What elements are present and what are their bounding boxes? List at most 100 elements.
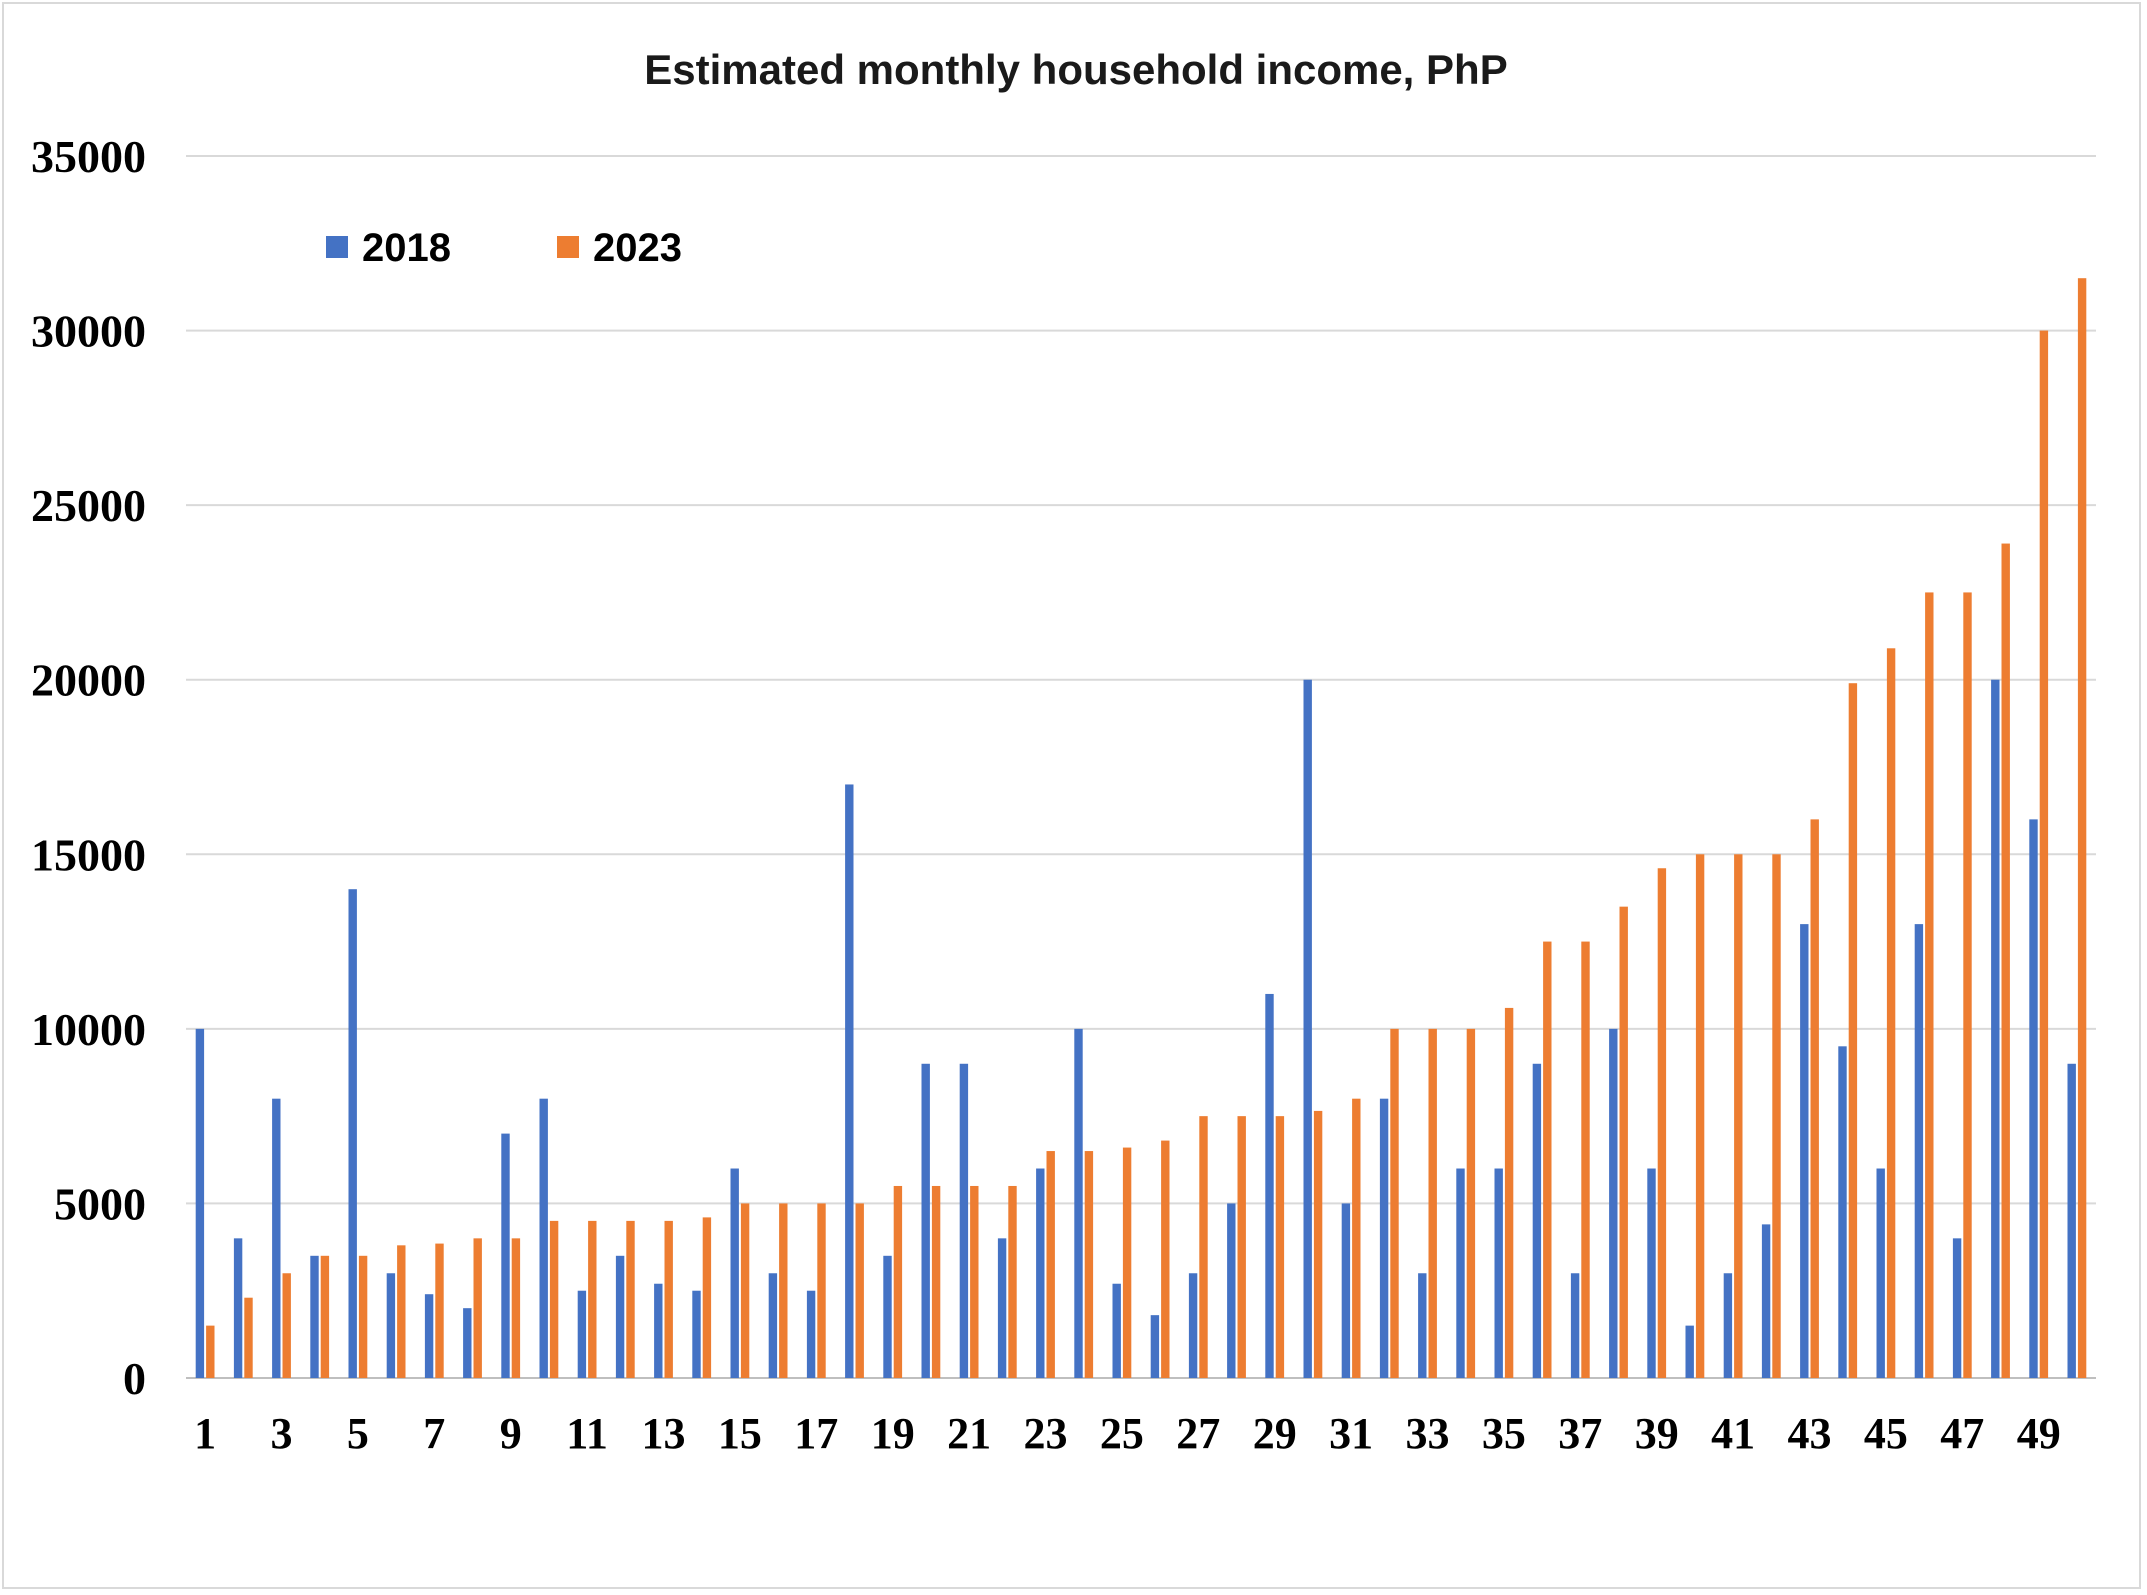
y-tick-label: 35000 <box>31 131 146 182</box>
x-tick-label: 29 <box>1253 1409 1297 1458</box>
bar-2023-50 <box>2077 278 2087 1379</box>
bar-2018-36 <box>1532 1063 1542 1378</box>
bar-2023-21 <box>970 1185 979 1378</box>
y-axis-tick-labels: 0 5000 10000 15000 20000 25000 30000 35000 <box>31 131 146 1404</box>
bar-2023-28 <box>1237 1116 1246 1378</box>
bar-2018-28 <box>1227 1203 1236 1378</box>
bar-2018-8 <box>463 1308 472 1378</box>
y-tick-label: 0 <box>123 1353 146 1404</box>
bar-2018-46 <box>1914 924 1924 1378</box>
x-tick-label: 11 <box>566 1409 608 1458</box>
bar-2018-30 <box>1303 679 1312 1378</box>
bar-2018-49 <box>2029 819 2038 1378</box>
x-axis-tick-labels: 1 3 5 7 9 11 13 15 17 19 21 23 25 27 29 31 33 35 37 39 41 43 4… <box>194 1409 2061 1458</box>
bar-2018-16 <box>768 1273 778 1378</box>
x-tick-label: 13 <box>642 1409 686 1458</box>
bar-2023-2 <box>244 1297 253 1378</box>
bar-2018-39 <box>1647 1168 1656 1378</box>
bar-2023-16 <box>779 1203 788 1378</box>
bar-2018-19 <box>883 1255 892 1378</box>
x-tick-label: 35 <box>1482 1409 1526 1458</box>
x-tick-label: 37 <box>1558 1409 1602 1458</box>
y-tick-label: 15000 <box>31 829 146 880</box>
x-tick-label: 21 <box>947 1409 991 1458</box>
bar-2023-10 <box>549 1220 559 1378</box>
bar-2018-5 <box>348 889 357 1378</box>
legend-item-2023: 2023 <box>557 226 682 270</box>
legend-item-2018: 2018 <box>326 226 451 270</box>
legend-swatch-2023 <box>557 236 579 258</box>
x-tick-label: 33 <box>1406 1409 1450 1458</box>
bar-2018-35 <box>1494 1168 1503 1378</box>
bar-2018-15 <box>730 1168 739 1378</box>
bar-2018-29 <box>1265 993 1274 1378</box>
bar-2023-11 <box>588 1220 597 1378</box>
bar-2023-27 <box>1199 1116 1208 1378</box>
x-tick-label: 43 <box>1788 1409 1832 1458</box>
bar-2023-9 <box>511 1238 521 1378</box>
x-tick-label: 47 <box>1940 1409 1984 1458</box>
bar-2018-24 <box>1074 1028 1083 1378</box>
bar-2018-25 <box>1112 1283 1121 1378</box>
bar-2018-41 <box>1723 1273 1733 1378</box>
bar-2023-25 <box>1122 1147 1132 1378</box>
bar-2018-18 <box>845 784 854 1378</box>
legend: 2018 2023 <box>326 226 682 270</box>
bar-2023-30 <box>1313 1110 1323 1378</box>
bar-2023-31 <box>1352 1098 1361 1378</box>
x-tick-label: 49 <box>2017 1409 2061 1458</box>
bar-2018-10 <box>539 1098 548 1378</box>
x-tick-label: 5 <box>347 1409 369 1458</box>
legend-label: 2023 <box>593 226 682 270</box>
bar-2018-14 <box>692 1290 701 1378</box>
bar-2018-40 <box>1685 1325 1694 1378</box>
bar-2023-32 <box>1390 1028 1399 1378</box>
bar-2023-5 <box>358 1255 368 1378</box>
bar-2023-17 <box>817 1203 826 1378</box>
x-tick-label: 31 <box>1329 1409 1373 1458</box>
y-tick-label: 5000 <box>54 1178 146 1229</box>
bar-2018-6 <box>386 1273 396 1378</box>
bar-2018-20 <box>921 1063 930 1378</box>
bar-2023-23 <box>1046 1151 1055 1378</box>
bar-2023-12 <box>626 1220 635 1378</box>
legend-swatch-2018 <box>326 236 348 258</box>
bar-2018-26 <box>1150 1315 1160 1378</box>
bar-2023-19 <box>893 1185 903 1378</box>
bar-2018-22 <box>997 1238 1007 1378</box>
bar-2018-34 <box>1456 1168 1465 1378</box>
bar-2018-45 <box>1876 1168 1885 1378</box>
bar-2023-24 <box>1084 1151 1094 1378</box>
bar-2018-32 <box>1379 1098 1389 1378</box>
bar-2023-49 <box>2039 330 2049 1379</box>
bar-2023-47 <box>1963 592 1972 1378</box>
x-tick-label: 3 <box>271 1409 293 1458</box>
bar-2018-33 <box>1418 1273 1427 1378</box>
bar-2018-12 <box>615 1255 625 1378</box>
bar-2018-2 <box>233 1238 243 1378</box>
chart-canvas: Estimated monthly household income, PhP … <box>31 46 2096 1458</box>
bar-2018-3 <box>272 1098 281 1378</box>
bar-2023-44 <box>1848 683 1858 1378</box>
bar-2018-31 <box>1341 1203 1351 1378</box>
bar-2018-48 <box>1991 679 2000 1378</box>
x-tick-label: 27 <box>1176 1409 1220 1458</box>
bar-2023-35 <box>1504 1007 1514 1378</box>
bar-2023-6 <box>397 1245 406 1378</box>
x-tick-label: 19 <box>871 1409 915 1458</box>
bar-2018-11 <box>577 1290 587 1378</box>
bar-2023-29 <box>1275 1116 1285 1378</box>
bar-2023-13 <box>664 1220 673 1378</box>
bar-2018-9 <box>501 1133 510 1378</box>
bar-2018-44 <box>1838 1046 1847 1378</box>
legend-label: 2018 <box>362 226 451 270</box>
bar-2018-23 <box>1036 1168 1045 1378</box>
bar-2023-20 <box>931 1185 941 1378</box>
bar-2023-22 <box>1008 1185 1017 1378</box>
bar-2023-15 <box>740 1203 750 1378</box>
y-tick-label: 20000 <box>31 655 146 706</box>
bar-2023-26 <box>1161 1140 1170 1378</box>
bar-2023-39 <box>1657 868 1667 1378</box>
bar-2018-1 <box>195 1028 205 1378</box>
